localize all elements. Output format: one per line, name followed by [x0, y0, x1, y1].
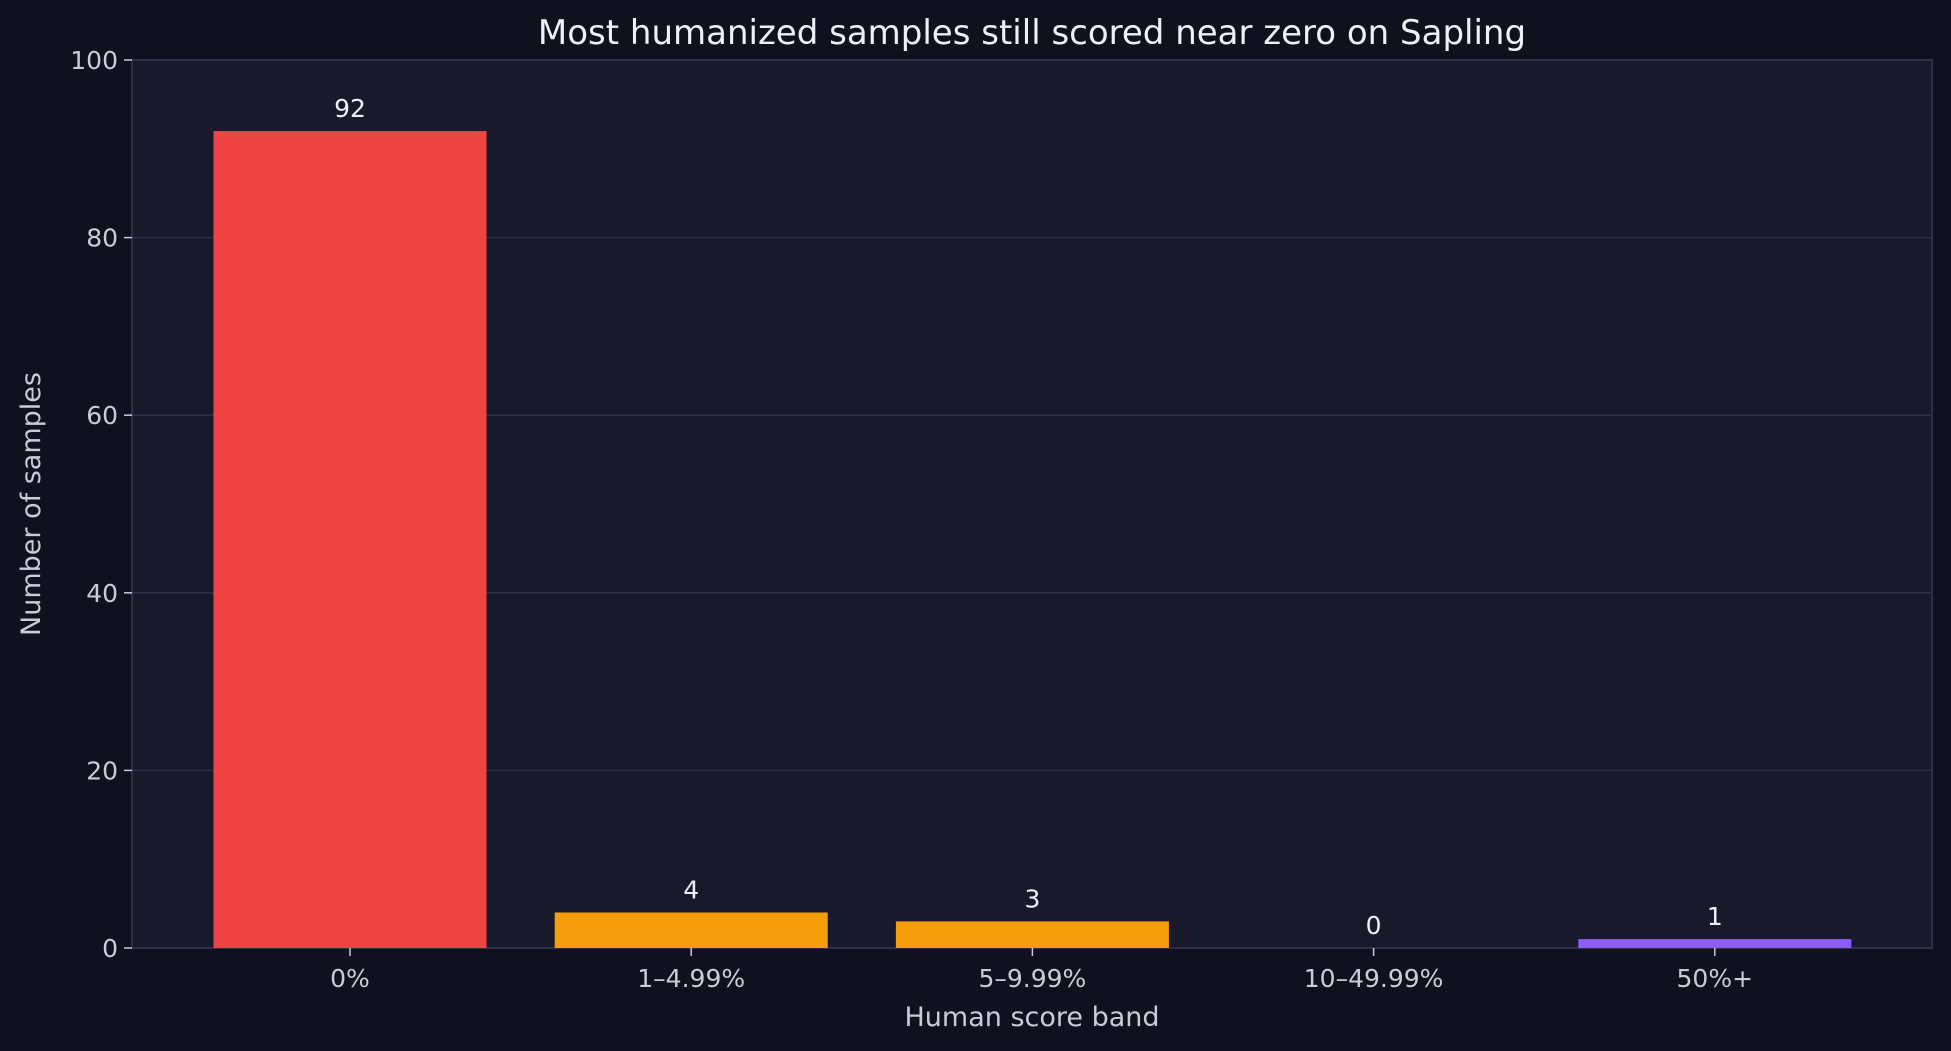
y-tick-label: 0 [102, 934, 118, 963]
x-tick-label: 50%+ [1677, 964, 1754, 993]
chart-title: Most humanized samples still scored near… [538, 13, 1526, 53]
y-axis-label: Number of samples [16, 372, 47, 636]
bar [895, 921, 1169, 948]
bar [1578, 939, 1852, 948]
data-label: 92 [334, 94, 366, 123]
bar [554, 912, 828, 948]
bar [213, 131, 487, 949]
data-label: 3 [1024, 884, 1040, 913]
x-tick-label: 5–9.99% [978, 964, 1086, 993]
x-tick-label: 0% [330, 964, 370, 993]
y-tick-label: 80 [86, 224, 118, 253]
x-axis-label: Human score band [904, 1002, 1159, 1033]
y-tick-label: 20 [86, 756, 118, 785]
x-tick-label: 1–4.99% [637, 964, 745, 993]
data-label: 4 [683, 875, 699, 904]
x-tick-label: 10–49.99% [1304, 964, 1444, 993]
y-tick-label: 40 [86, 579, 118, 608]
y-tick-label: 100 [70, 46, 118, 75]
data-label: 0 [1366, 911, 1382, 940]
y-tick-label: 60 [86, 401, 118, 430]
data-label: 1 [1707, 902, 1723, 931]
